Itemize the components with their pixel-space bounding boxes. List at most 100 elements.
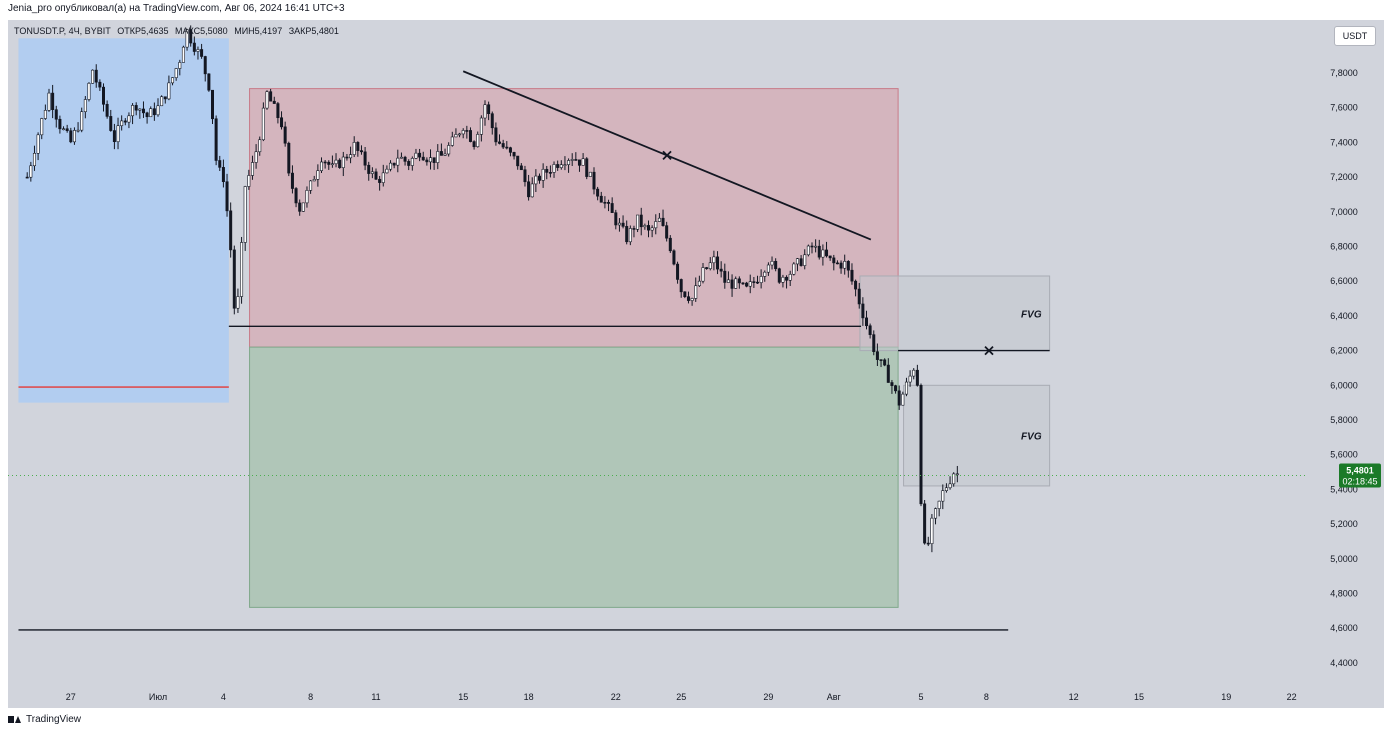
candle-body [269, 91, 273, 102]
candle-body [163, 96, 167, 100]
legend-high: МАКС5,5080 [175, 26, 228, 36]
candle-body [850, 269, 854, 282]
y-tick-label: 6,2000 [1330, 346, 1358, 356]
candle-body [102, 86, 106, 105]
candle-body [770, 260, 774, 266]
candle-body [690, 298, 694, 301]
candle-body [944, 487, 948, 491]
candle-body [225, 181, 229, 212]
y-tick-label: 7,0000 [1330, 207, 1358, 217]
candle-body [276, 103, 280, 119]
candle-body [548, 172, 552, 174]
candle-body [185, 29, 189, 48]
candle-body [338, 159, 342, 168]
x-tick-label: 12 [1069, 692, 1079, 702]
candle-body [628, 228, 632, 243]
candle-body [479, 117, 483, 135]
candle-body [516, 155, 520, 167]
x-tick-label: 8 [308, 692, 313, 702]
candle-body [508, 147, 512, 153]
symbol-legend: TONUSDT.P, 4Ч, BYBIT ОТКР5,4635 МАКС5,50… [14, 26, 343, 36]
candle-body [287, 142, 291, 174]
candle-body [712, 256, 716, 264]
candle-body [410, 158, 414, 166]
candle-body [505, 146, 509, 149]
candle-body [483, 104, 487, 119]
candle-body [581, 158, 585, 166]
candle-body [487, 104, 491, 115]
candle-body [846, 261, 850, 271]
candle-body [614, 212, 618, 226]
candle-body [359, 150, 363, 153]
candle-body [407, 161, 411, 166]
x-tick-label: 15 [458, 692, 468, 702]
fvg-zone-upper-label: FVG [1021, 309, 1042, 320]
candle-body [72, 130, 76, 143]
candle-body [868, 325, 872, 335]
chart-svg[interactable]: FVG FVG 4,4000 4,6000 4,8000 5,0000 5,2000 5,40… [8, 20, 1384, 708]
fvg-zone-lower-label: FVG [1021, 432, 1042, 443]
y-tick-label: 5,0000 [1330, 554, 1358, 564]
candle-body [152, 108, 156, 116]
candle-body [476, 134, 480, 148]
candle-body [821, 249, 825, 258]
candle-body [803, 254, 807, 266]
candle-body [774, 260, 778, 270]
x-tick-label: 4 [221, 692, 226, 702]
candle-body [94, 69, 98, 83]
candle-body [432, 157, 436, 163]
candle-body [131, 105, 135, 117]
candle-body [218, 160, 222, 168]
y-tick-label: 4,4000 [1330, 658, 1358, 668]
candle-body [537, 175, 541, 181]
candle-body [116, 125, 120, 143]
red-zone [249, 88, 899, 348]
candle-body [312, 179, 316, 182]
y-tick-label: 4,8000 [1330, 589, 1358, 599]
candle-body [636, 214, 640, 230]
candle-body [109, 116, 113, 131]
candle-body [657, 217, 661, 222]
candle-body [403, 156, 407, 162]
candle-body [592, 171, 596, 190]
currency-button[interactable]: USDT [1334, 26, 1376, 46]
x-tick-label: 18 [524, 692, 534, 702]
candle-body [352, 142, 356, 155]
candle-body [955, 473, 959, 476]
candle-body [839, 262, 843, 269]
candle-body [58, 118, 62, 130]
candle-body [686, 296, 690, 301]
chart-frame[interactable]: FVG FVG 4,4000 4,6000 4,8000 5,0000 5,2000 5,40… [8, 20, 1384, 708]
candle-body [559, 164, 563, 168]
candle-body [283, 126, 287, 144]
candle-body [777, 268, 781, 283]
candle-body [298, 202, 302, 212]
candle-body [421, 156, 425, 161]
candle-body [894, 385, 898, 392]
candle-body [316, 170, 320, 180]
legend-open: ОТКР5,4635 [117, 26, 169, 36]
candle-body [890, 382, 894, 386]
candle-body [294, 188, 298, 204]
candle-body [872, 334, 876, 352]
candle-body [490, 113, 494, 129]
candle-body [98, 81, 102, 88]
candle-body [399, 156, 403, 159]
candle-body [392, 162, 396, 166]
candle-body [141, 108, 145, 114]
candle-body [461, 130, 465, 135]
fvg-zone-upper [859, 275, 1051, 352]
x-tick-label: 5 [918, 692, 923, 702]
candle-body [221, 167, 225, 183]
footer-brand[interactable]: TradingView [26, 714, 82, 725]
candle-body [91, 69, 95, 84]
candle-body [69, 130, 73, 143]
candle-body [726, 279, 730, 283]
candle-body [134, 105, 138, 111]
candle-body [472, 141, 476, 148]
candle-body [737, 278, 741, 284]
candle-body [454, 134, 458, 138]
candle-body [795, 258, 799, 265]
candle-body [617, 222, 621, 226]
candle-body [189, 29, 193, 44]
